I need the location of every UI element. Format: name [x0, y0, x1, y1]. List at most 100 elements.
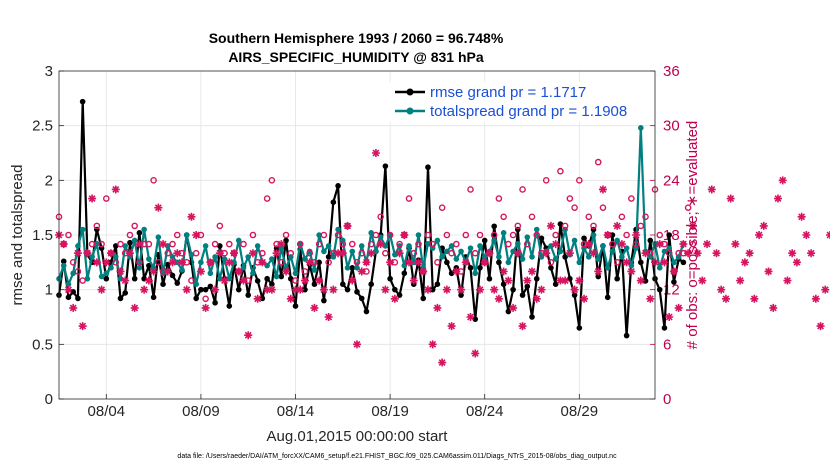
obs-evaluated-point-8 — [92, 258, 101, 267]
obs-possible-point-120 — [623, 231, 630, 239]
obs-possible-point-84 — [453, 240, 460, 248]
obs-possible-point-100 — [528, 213, 536, 221]
rmse-point-114 — [595, 273, 602, 280]
rmse-point-127 — [656, 286, 663, 293]
obs-evaluated-point-73 — [400, 231, 409, 239]
obs-evaluated-point-57 — [324, 313, 333, 321]
obs-evaluated-point-94 — [499, 267, 508, 276]
totalspread-point-27 — [183, 232, 190, 238]
obs-possible-point-10 — [103, 195, 110, 202]
obs-possible-point-60 — [339, 240, 347, 248]
obs-evaluated-point-110 — [575, 276, 584, 285]
rmse-point-56 — [321, 297, 327, 304]
rmse-point-123 — [638, 259, 644, 266]
obs-possible-point-99 — [523, 240, 531, 248]
y-tick-label-4: 2 — [45, 172, 53, 189]
legend-totalspread-marker — [406, 107, 414, 115]
obs-evaluated-point-159 — [807, 249, 816, 258]
totalspread-point-26 — [179, 267, 185, 273]
obs-possible-point-98 — [519, 186, 526, 193]
obs-possible-point-49 — [287, 249, 295, 257]
obs-possible-point-95 — [505, 240, 512, 248]
obs-evaluated-point-155 — [788, 249, 797, 258]
totalspread-point-56 — [321, 248, 327, 255]
totalspread-point-98 — [519, 256, 526, 262]
obs-possible-point-33 — [211, 240, 219, 248]
rmse-point-55 — [316, 259, 322, 266]
totalspread-point-53 — [306, 248, 313, 255]
totalspread-point-115 — [600, 243, 606, 249]
obs-evaluated-point-48 — [282, 267, 291, 276]
rmse-point-29 — [193, 295, 199, 302]
obs-evaluated-point-55 — [315, 276, 324, 285]
obs-evaluated-point-30 — [196, 267, 205, 276]
totalspread-point-74 — [406, 243, 412, 249]
obs-evaluated-point-105 — [551, 240, 560, 249]
rmse-point-116 — [604, 294, 611, 301]
obs-evaluated-point-45 — [267, 285, 276, 294]
obs-evaluated-point-85 — [457, 285, 466, 294]
obs-possible-point-16 — [131, 222, 138, 230]
totalspread-point-50 — [292, 270, 299, 277]
obs-evaluated-point-42 — [253, 294, 262, 303]
rmse-point-104 — [548, 265, 554, 271]
obs-evaluated-point-1 — [59, 240, 68, 249]
totalspread-point-37 — [231, 259, 237, 266]
rmse-point-117 — [609, 232, 616, 238]
totalspread-point-9 — [98, 273, 105, 280]
obs-evaluated-point-160 — [811, 294, 820, 303]
legend-box — [389, 82, 649, 122]
totalspread-point-57 — [325, 243, 332, 249]
totalspread-point-106 — [557, 248, 564, 255]
obs-possible-point-119 — [618, 213, 626, 221]
x-tick-label-5: 08/29 — [561, 403, 599, 420]
obs-evaluated-point-43 — [258, 258, 267, 267]
totalspread-point-5 — [79, 226, 86, 233]
obs-possible-point-81 — [438, 204, 446, 211]
y2-tick-label-4: 24 — [663, 172, 680, 189]
rmse-point-93 — [496, 259, 502, 266]
rmse-point-71 — [392, 286, 398, 293]
obs-evaluated-point-6 — [83, 249, 92, 258]
obs-evaluated-point-29 — [192, 231, 201, 239]
obs-evaluated-point-133 — [684, 249, 693, 258]
chart-title-line1: Southern Hemisphere 1993 / 2060 = 96.748… — [209, 30, 504, 46]
totalspread-point-4 — [75, 243, 81, 249]
totalspread-point-55 — [316, 232, 322, 238]
rmse-point-120 — [623, 332, 630, 339]
rmse-point-80 — [434, 281, 441, 288]
rmse-point-31 — [202, 286, 209, 293]
obs-evaluated-point-120 — [622, 258, 631, 267]
rmse-point-87 — [467, 265, 474, 271]
rmse-point-101 — [533, 275, 540, 282]
x-tick-label-2: 08/14 — [277, 403, 315, 420]
obs-evaluated-point-107 — [561, 276, 570, 285]
obs-evaluated-point-81 — [438, 358, 447, 367]
rmse-point-52 — [302, 286, 308, 293]
obs-evaluated-point-23 — [163, 267, 172, 276]
rmse-point-14 — [122, 290, 129, 296]
rmse-point-45 — [269, 281, 275, 288]
plot-frame — [58, 70, 656, 400]
x-tick-label-1: 08/09 — [182, 403, 220, 420]
totalspread-point-10 — [103, 270, 110, 277]
totalspread-point-93 — [496, 254, 502, 260]
totalspread-point-116 — [604, 265, 611, 271]
totalspread-point-95 — [505, 259, 512, 266]
obs-evaluated-point-40 — [244, 331, 253, 340]
obs-evaluated-point-31 — [201, 303, 210, 312]
obs-evaluated-point-76 — [414, 258, 423, 267]
totalspread-point-87 — [467, 245, 474, 251]
obs-possible-point-107 — [561, 222, 569, 230]
obs-evaluated-point-82 — [442, 285, 451, 294]
obs-possible-point-47 — [278, 259, 285, 266]
obs-evaluated-point-92 — [490, 285, 499, 294]
rmse-point-118 — [614, 275, 620, 282]
series-rmse — [56, 98, 687, 339]
totalspread-point-46 — [273, 273, 280, 280]
obs-possible-point-75 — [410, 249, 418, 257]
rmse-point-69 — [382, 163, 389, 169]
rmse-point-15 — [127, 239, 133, 246]
obs-evaluated-point-54 — [310, 303, 319, 312]
rmse-point-10 — [103, 275, 110, 282]
